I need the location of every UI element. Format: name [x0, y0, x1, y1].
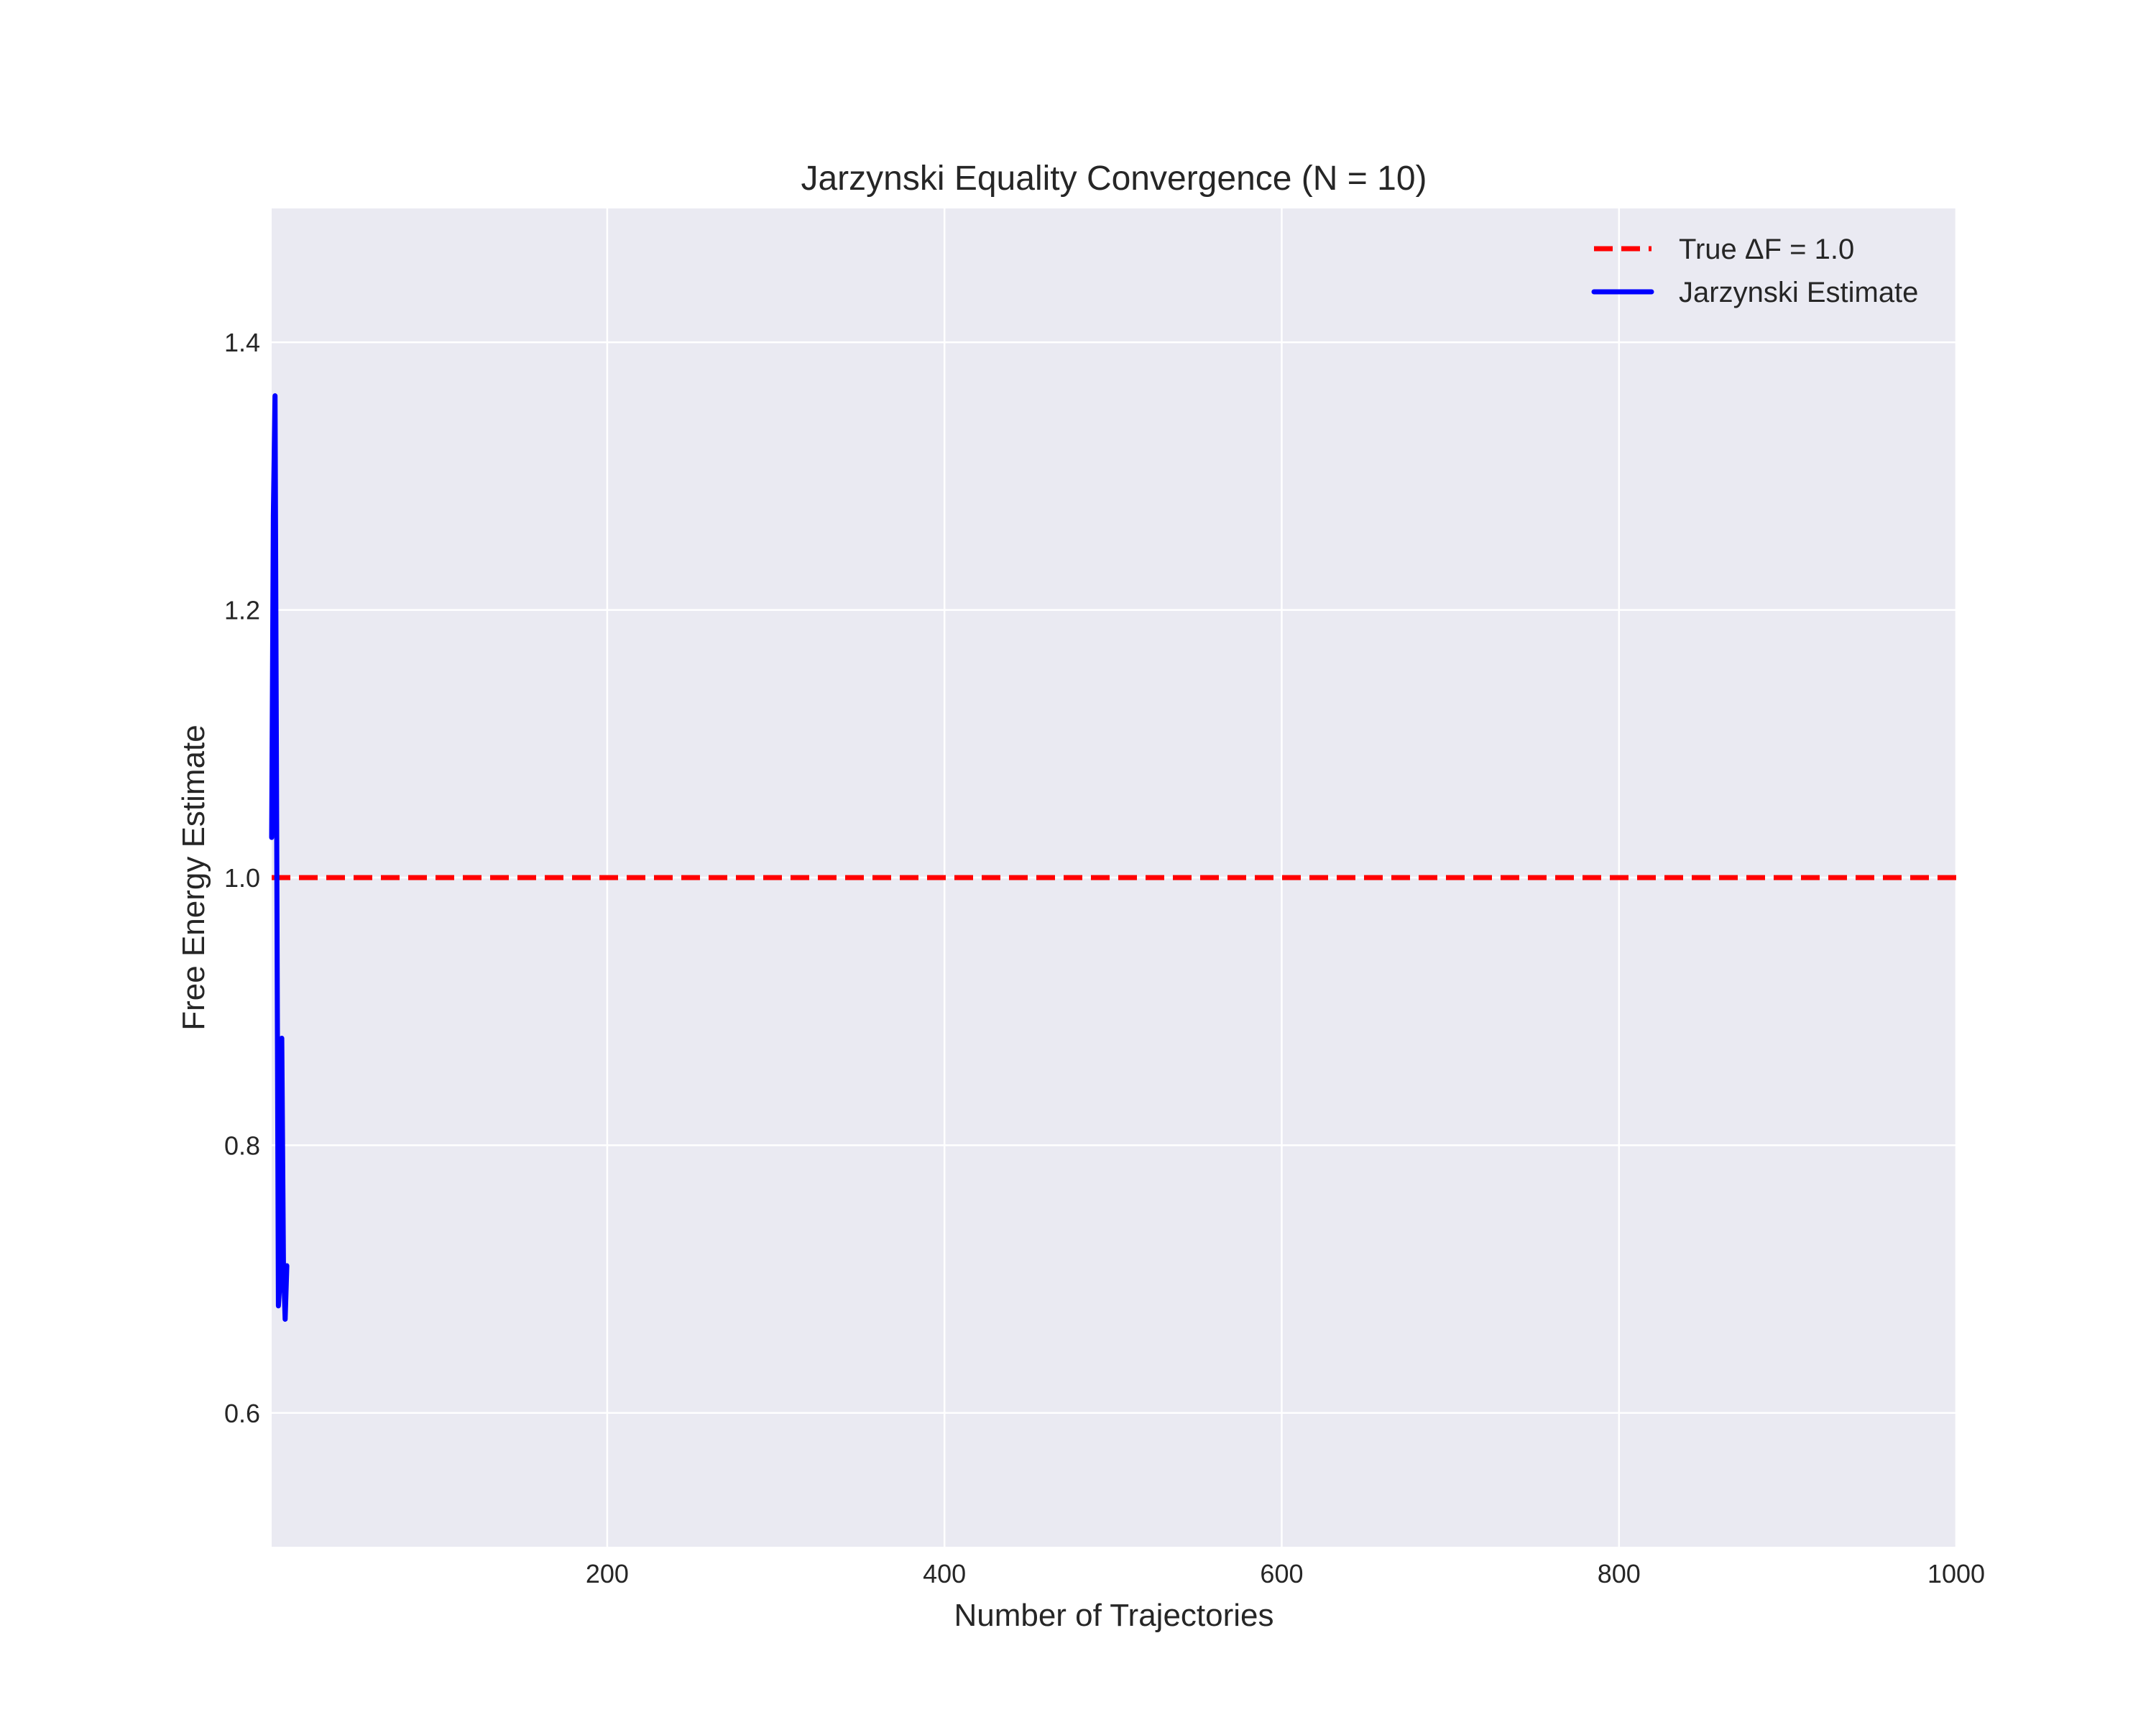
y-tick-label: 0.8: [224, 1131, 260, 1160]
x-tick-label: 1000: [1927, 1559, 1985, 1588]
legend: True ΔF = 1.0 Jarzynski Estimate: [1591, 234, 1918, 308]
y-tick-label: 1.0: [224, 863, 260, 893]
chart-title: Jarzynski Equality Convergence (N = 10): [801, 160, 1427, 198]
x-axis-ticks: 200 400 600 800 1000: [586, 1559, 1985, 1588]
x-axis-label: Number of Trajectories: [954, 1598, 1273, 1633]
plot-lines: [269, 393, 1956, 1322]
legend-jarzynski-estimate-label: Jarzynski Estimate: [1679, 277, 1918, 308]
jarzynski-estimate-line: [269, 393, 290, 1322]
y-tick-label: 0.6: [224, 1399, 260, 1428]
x-tick-label: 400: [923, 1559, 966, 1588]
y-tick-label: 1.2: [224, 596, 260, 625]
legend-true-delta-f-label: True ΔF = 1.0: [1679, 234, 1854, 265]
y-axis-ticks: 0.6 0.8 1.0 1.2 1.4: [224, 328, 260, 1428]
x-tick-label: 800: [1598, 1559, 1641, 1588]
x-tick-label: 200: [586, 1559, 629, 1588]
y-axis-label: Free Energy Estimate: [176, 724, 211, 1031]
y-tick-label: 1.4: [224, 328, 260, 357]
x-tick-label: 600: [1260, 1559, 1303, 1588]
